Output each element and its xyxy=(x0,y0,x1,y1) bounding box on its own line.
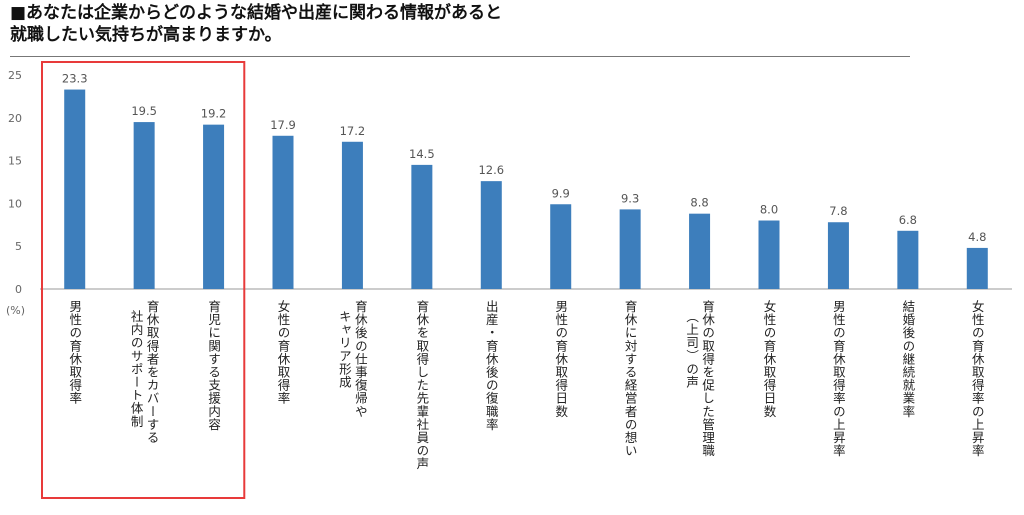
data-label: 12.6 xyxy=(478,163,504,177)
data-label: 8.8 xyxy=(690,196,708,210)
category-label: 男性の育休取得日数 xyxy=(553,300,568,418)
bar xyxy=(758,220,780,289)
category-label: 男性の育休取得率 xyxy=(67,300,82,405)
bar xyxy=(966,247,988,289)
data-label: 7.8 xyxy=(829,204,847,218)
chart-title-line-2: 就職したい気持ちが高まりますか。 xyxy=(10,25,282,45)
category-label: 育休に対する経営者の想い xyxy=(623,299,638,457)
bar xyxy=(827,222,849,289)
chart-title-line-1: ■あなたは企業からどのような結婚や出産に関わる情報があると xyxy=(10,3,503,23)
title-divider xyxy=(10,56,910,57)
category-label: 育休取得者をカバーする xyxy=(145,299,160,444)
bar xyxy=(411,164,433,289)
category-label: キャリア形成 xyxy=(337,310,352,389)
category-label: 社内のサポート体制 xyxy=(129,309,144,428)
category-label: 結婚後の継続就業率 xyxy=(900,300,915,418)
category-label: 女性の育休取得日数 xyxy=(762,299,777,418)
category-label: 男性の育休取得率の上昇率 xyxy=(831,300,846,457)
category-label: 育休の取得を促した管理職 xyxy=(700,299,715,457)
highlight-box xyxy=(41,61,246,499)
bar xyxy=(550,204,572,289)
bar xyxy=(133,122,155,289)
bar xyxy=(203,124,225,289)
chart-title: ■あなたは企業からどのような結婚や出産に関わる情報があると 就職したい気持ちが高… xyxy=(10,2,1010,46)
y-tick-label: 10 xyxy=(8,197,22,210)
y-tick-label: 5 xyxy=(15,240,22,253)
unit-label: (%) xyxy=(6,304,25,317)
data-label: 9.3 xyxy=(621,191,639,205)
category-label: 育休を取得した先輩社員の声 xyxy=(414,299,429,470)
data-label: 19.5 xyxy=(131,104,157,118)
y-tick-label: 0 xyxy=(15,283,22,296)
bar xyxy=(341,141,363,289)
y-tick-label: 20 xyxy=(8,112,22,125)
data-label: 19.2 xyxy=(201,107,227,121)
category-label: 育休後の仕事復帰や xyxy=(353,299,368,418)
data-label: 23.3 xyxy=(62,72,88,86)
category-label: （上司）の声 xyxy=(684,310,699,389)
data-label: 17.9 xyxy=(270,118,296,132)
data-label: 8.0 xyxy=(760,203,778,217)
y-tick-label: 15 xyxy=(8,155,22,168)
data-label: 14.5 xyxy=(409,147,435,161)
bar xyxy=(689,213,711,289)
category-label: 出産・育休後の復職率 xyxy=(484,300,499,431)
bar xyxy=(480,181,502,289)
y-tick-label: 25 xyxy=(8,69,22,82)
category-label: 女性の育休取得率の上昇率 xyxy=(970,299,985,457)
bar xyxy=(619,209,641,289)
bar xyxy=(272,135,294,289)
data-label: 9.9 xyxy=(552,186,570,200)
bar xyxy=(897,230,919,289)
bar xyxy=(64,89,86,289)
category-label: 女性の育休取得率 xyxy=(276,299,291,405)
data-label: 17.2 xyxy=(340,124,366,138)
data-label: 4.8 xyxy=(968,230,986,244)
category-label: 育児に関する支援内容 xyxy=(206,299,221,431)
data-label: 6.8 xyxy=(899,213,917,227)
